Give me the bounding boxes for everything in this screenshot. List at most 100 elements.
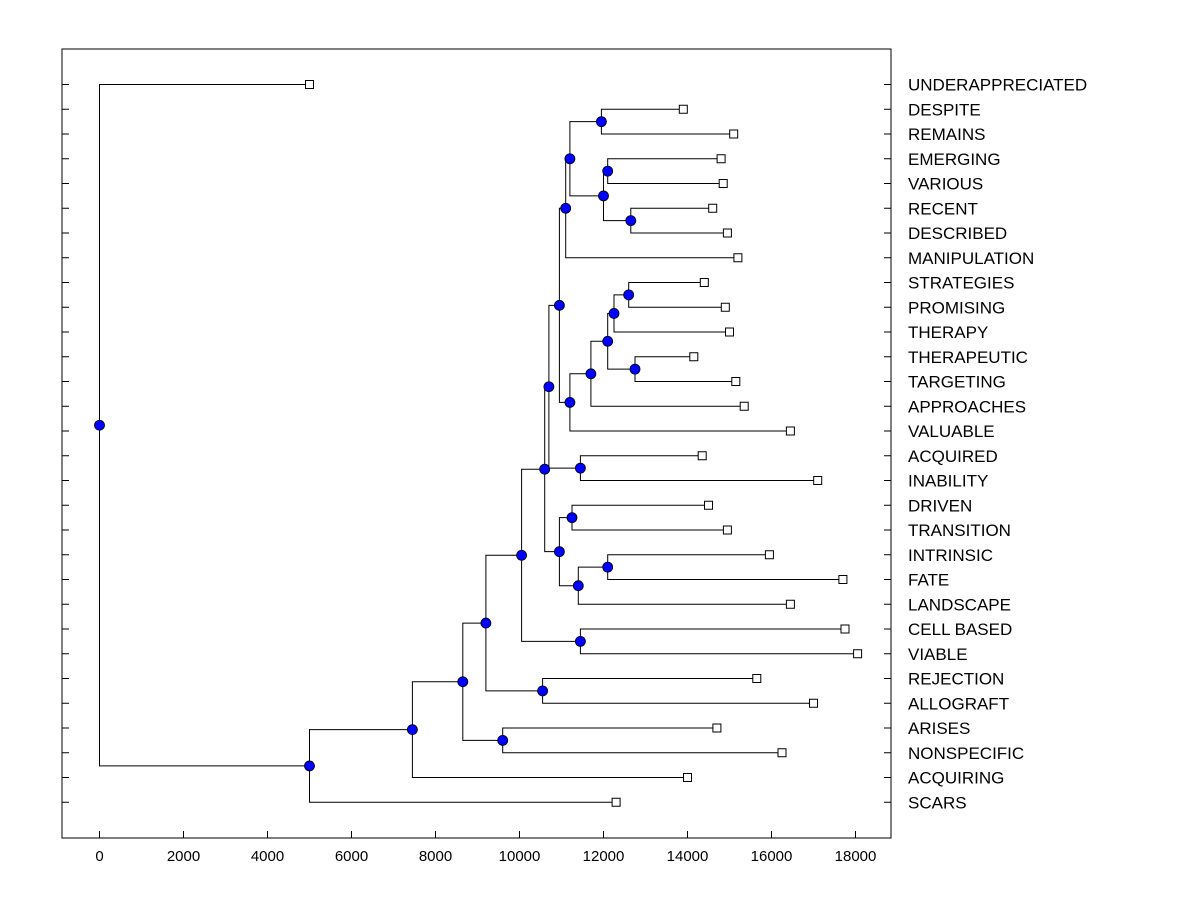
- merge-node: [625, 215, 637, 227]
- merge-node: [554, 546, 565, 558]
- merge-node: [539, 463, 551, 475]
- leaf-marker: [840, 624, 850, 634]
- merge-node: [94, 419, 105, 431]
- merge-node: [602, 561, 614, 573]
- x-tick-label: 14000: [667, 848, 709, 865]
- leaf-label: TRANSITION: [908, 521, 1011, 540]
- leaf-marker: [305, 80, 314, 89]
- merge-node: [572, 580, 584, 592]
- leaf-label: SCARS: [908, 793, 967, 812]
- leaf-marker: [712, 723, 722, 733]
- leaf-label: REJECTION: [908, 670, 1004, 689]
- leaf-label: DESCRIBED: [908, 224, 1007, 243]
- merge-node: [457, 676, 469, 688]
- x-tick-label: 12000: [583, 848, 625, 865]
- leaf-label: ALLOGRAFT: [908, 694, 1009, 713]
- branch-line: [99, 84, 310, 426]
- leaf-marker: [708, 203, 718, 213]
- leaf-marker: [853, 649, 863, 659]
- leaf-marker: [704, 500, 713, 510]
- leaf-marker: [722, 228, 732, 238]
- leaf-labels: UNDERAPPRECIATED DESPITE REMAINS EMERGING VA…: [908, 76, 1087, 813]
- branch-line: [558, 551, 579, 587]
- merge-node: [602, 335, 614, 347]
- branch-line: [577, 585, 791, 605]
- leaf-marker: [611, 797, 621, 807]
- branch-line: [99, 425, 310, 767]
- branch-line: [411, 729, 688, 778]
- leaf-label: INTRINSIC: [908, 546, 993, 565]
- leaf-marker: [683, 773, 692, 782]
- leaf-label: LANDSCAPE: [908, 595, 1011, 614]
- leaf-label: MANIPULATION: [908, 249, 1034, 268]
- leaf-marker: [699, 278, 709, 287]
- merge-node: [566, 512, 578, 524]
- leaf-label: REMAINS: [908, 125, 985, 144]
- merge-node: [598, 190, 609, 202]
- merge-node: [564, 153, 576, 165]
- branch-line: [569, 402, 791, 432]
- merge-node: [516, 549, 527, 561]
- x-tick-label: 8000: [419, 848, 452, 865]
- merge-node: [543, 381, 555, 393]
- leaf-label: THERAPY: [908, 323, 988, 342]
- leaf-label: ACQUIRED: [908, 447, 998, 466]
- leaf-label: FATE: [908, 571, 949, 590]
- merge-node: [575, 462, 586, 474]
- branch-line: [607, 341, 635, 370]
- merge-node: [608, 308, 620, 319]
- leaf-label: TARGETING: [908, 373, 1006, 392]
- leaf-marker: [739, 401, 749, 411]
- leaf-marker: [733, 253, 743, 263]
- merge-node: [480, 617, 492, 629]
- leaf-marker: [678, 104, 688, 114]
- branch-line: [565, 208, 738, 259]
- x-axis-tick-labels: 0 2000 4000 6000 8000 10000 12000 14000 16000 180…: [95, 848, 876, 865]
- branch-line: [577, 566, 608, 586]
- branch-line: [603, 195, 631, 222]
- leaf-marker: [720, 302, 730, 312]
- branch-line: [590, 340, 608, 374]
- leaf-label: RECENT: [908, 199, 978, 218]
- branch-line: [485, 623, 543, 692]
- x-tick-label: 6000: [335, 848, 368, 865]
- merge-node: [585, 368, 597, 380]
- leaf-marker: [813, 476, 823, 485]
- tick-marks: [62, 84, 891, 838]
- branch-line: [462, 622, 486, 682]
- merge-node: [575, 635, 586, 647]
- merge-node: [596, 116, 607, 128]
- branch-line: [309, 765, 617, 803]
- merge-node: [602, 165, 614, 177]
- leaf-marker: [722, 525, 732, 535]
- branch-line: [569, 121, 602, 159]
- leaf-label: PROMISING: [908, 298, 1005, 317]
- leaf-marker: [729, 129, 739, 139]
- leaf-marker: [809, 698, 818, 708]
- branch-line: [521, 555, 581, 642]
- merge-node: [406, 724, 418, 736]
- x-tick-label: 0: [95, 848, 103, 865]
- branch-line: [569, 373, 591, 403]
- leaf-marker: [716, 154, 726, 164]
- leaf-label: DESPITE: [908, 100, 981, 119]
- leaf-marker: [777, 748, 787, 758]
- merge-node: [304, 760, 315, 772]
- leaf-label: NONSPECIFIC: [908, 744, 1024, 763]
- leaf-marker: [785, 599, 795, 609]
- leaf-label: THERAPEUTIC: [908, 348, 1028, 367]
- leaf-marker: [785, 426, 795, 436]
- merge-node: [497, 734, 509, 746]
- leaf-marker: [731, 377, 741, 386]
- merge-nodes: [94, 116, 641, 772]
- branch-line: [569, 158, 604, 197]
- merge-node: [537, 685, 548, 697]
- merge-node: [564, 396, 576, 408]
- leaf-label: EMERGING: [908, 150, 1001, 169]
- leaf-marker: [752, 674, 762, 683]
- leaf-label: VARIOUS: [908, 175, 983, 194]
- plot-frame: [61, 48, 892, 839]
- leaf-label: STRATEGIES: [908, 274, 1014, 293]
- branch-line: [485, 554, 522, 624]
